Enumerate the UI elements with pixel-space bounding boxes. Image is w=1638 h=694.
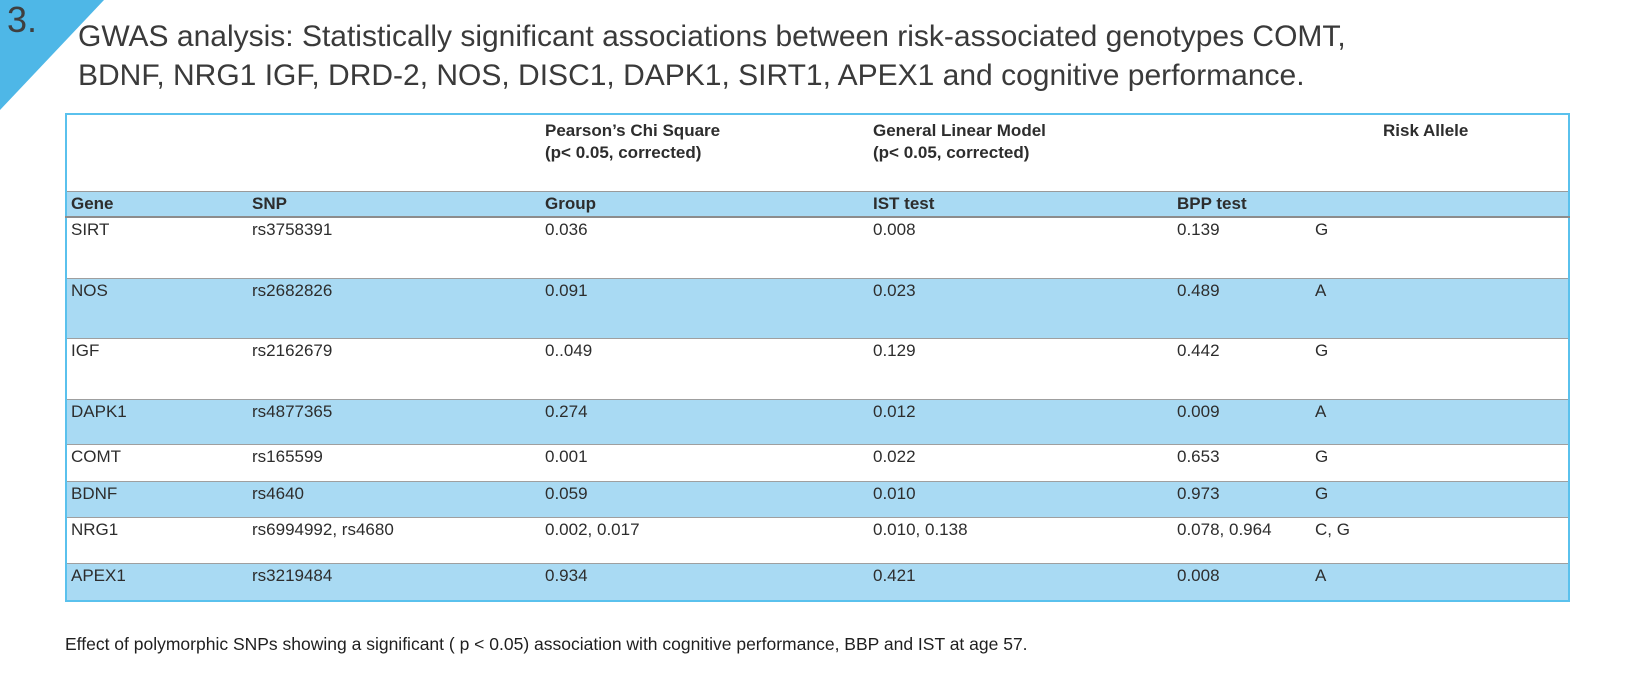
table-row: SIRT rs3758391 0.036 0.008 0.139 G xyxy=(66,217,1569,278)
cell-ist: 0.023 xyxy=(873,280,916,300)
cell-group: 0.001 xyxy=(545,446,588,466)
group-header-glm-label: General Linear Model xyxy=(873,121,1046,140)
group-header-glm-sub: (p< 0.05, corrected) xyxy=(873,143,1030,162)
cell-gene: DAPK1 xyxy=(71,401,127,421)
cell-risk-allele: G xyxy=(1315,483,1329,503)
table-row: DAPK1 rs4877365 0.274 0.012 0.009 A xyxy=(66,399,1569,444)
cell-snp: rs4877365 xyxy=(252,401,333,421)
page-title-line-2: BDNF, NRG1 IGF, DRD-2, NOS, DISC1, DAPK1… xyxy=(78,59,1305,92)
table-column-header-row: Gene SNP Group IST test BPP test xyxy=(66,191,1569,217)
column-header-snp: SNP xyxy=(252,193,287,213)
cell-snp: rs3219484 xyxy=(252,565,333,585)
cell-bpp: 0.009 xyxy=(1177,401,1220,421)
cell-risk-allele: A xyxy=(1315,280,1327,300)
cell-ist: 0.022 xyxy=(873,446,916,466)
page-title: GWAS analysis: Statistically significant… xyxy=(78,17,1598,95)
group-header-empty-gene xyxy=(66,114,248,191)
cell-snp: rs4640 xyxy=(252,483,304,503)
cell-ist: 0.008 xyxy=(873,220,916,239)
cell-snp: rs6994992, rs4680 xyxy=(252,519,394,539)
cell-gene: APEX1 xyxy=(71,565,126,585)
cell-snp: rs2682826 xyxy=(252,280,333,300)
column-header-bpp: BPP test xyxy=(1177,193,1247,213)
cell-snp: rs3758391 xyxy=(252,220,333,239)
cell-snp: rs2162679 xyxy=(252,340,333,360)
cell-ist: 0.012 xyxy=(873,401,916,421)
cell-group: 0.036 xyxy=(545,220,588,239)
group-header-risk-allele: Risk Allele xyxy=(1383,121,1469,140)
table-row: APEX1 rs3219484 0.934 0.421 0.008 A xyxy=(66,563,1569,601)
cell-risk-allele: A xyxy=(1315,401,1327,421)
table-group-header-row: Pearson’s Chi Square (p< 0.05, corrected… xyxy=(66,114,1569,191)
cell-risk-allele: A xyxy=(1315,565,1327,585)
column-header-gene: Gene xyxy=(71,193,114,213)
cell-group: 0.274 xyxy=(545,401,588,421)
cell-bpp: 0.139 xyxy=(1177,220,1220,239)
cell-gene: NRG1 xyxy=(71,519,119,539)
group-header-pearson-sub: (p< 0.05, corrected) xyxy=(545,143,702,162)
table-row: NRG1 rs6994992, rs4680 0.002, 0.017 0.01… xyxy=(66,517,1569,563)
page-title-line-1: GWAS analysis: Statistically significant… xyxy=(78,20,1346,53)
cell-gene: BDNF xyxy=(71,483,118,503)
cell-group: 0.091 xyxy=(545,280,588,300)
cell-risk-allele: G xyxy=(1315,340,1329,360)
column-header-group: Group xyxy=(545,193,596,213)
cell-group: 0.002, 0.017 xyxy=(545,519,640,539)
group-header-empty-snp xyxy=(248,114,541,191)
cell-ist: 0.421 xyxy=(873,565,916,585)
cell-risk-allele: C, G xyxy=(1315,519,1350,539)
group-header-empty-bpp xyxy=(1173,114,1311,191)
column-header-ist: IST test xyxy=(873,193,935,213)
cell-gene: SIRT xyxy=(71,220,110,239)
cell-group: 0..049 xyxy=(545,340,593,360)
table-caption: Effect of polymorphic SNPs showing a sig… xyxy=(65,634,1028,654)
cell-ist: 0.129 xyxy=(873,340,916,360)
cell-gene: COMT xyxy=(71,446,122,466)
cell-gene: IGF xyxy=(71,340,100,360)
group-header-glm: General Linear Model (p< 0.05, corrected… xyxy=(869,114,1173,191)
column-header-empty-risk xyxy=(1311,191,1569,217)
cell-snp: rs165599 xyxy=(252,446,323,466)
group-header-pearson: Pearson’s Chi Square (p< 0.05, corrected… xyxy=(541,114,869,191)
table-row: BDNF rs4640 0.059 0.010 0.973 G xyxy=(66,481,1569,517)
cell-gene: NOS xyxy=(71,280,108,300)
cell-group: 0.059 xyxy=(545,483,588,503)
table-row: NOS rs2682826 0.091 0.023 0.489 A xyxy=(66,278,1569,338)
cell-risk-allele: G xyxy=(1315,446,1329,466)
cell-risk-allele: G xyxy=(1315,220,1329,239)
cell-ist: 0.010 xyxy=(873,483,916,503)
table-row: COMT rs165599 0.001 0.022 0.653 G xyxy=(66,444,1569,481)
cell-bpp: 0.653 xyxy=(1177,446,1220,466)
cell-group: 0.934 xyxy=(545,565,588,585)
cell-bpp: 0.973 xyxy=(1177,483,1220,503)
cell-bpp: 0.078, 0.964 xyxy=(1177,519,1272,539)
group-header-pearson-label: Pearson’s Chi Square xyxy=(545,121,721,140)
cell-bpp: 0.489 xyxy=(1177,280,1220,300)
slide-number: 3. xyxy=(7,0,38,40)
table-row: IGF rs2162679 0..049 0.129 0.442 G xyxy=(66,338,1569,399)
gwas-results-table: Pearson’s Chi Square (p< 0.05, corrected… xyxy=(65,113,1570,602)
cell-bpp: 0.442 xyxy=(1177,340,1220,360)
cell-ist: 0.010, 0.138 xyxy=(873,519,968,539)
cell-bpp: 0.008 xyxy=(1177,565,1220,585)
